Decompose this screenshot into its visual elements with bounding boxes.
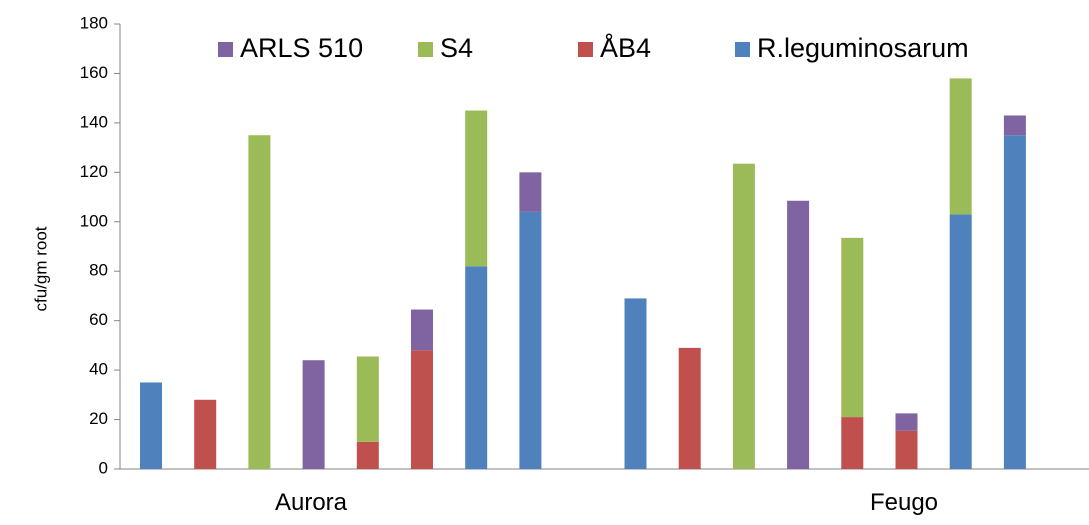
x-axis: Aurora Feugo [120,468,1089,516]
bar-stack [140,382,162,469]
bar-segment-r-leguminosarum [519,211,542,469]
legend-item: ARLS 510 [218,33,363,63]
legend-swatch [578,42,593,57]
bar-segment-arls-510 [895,413,918,431]
bar-segment-r-leguminosarum [624,298,647,469]
bar-segment-arls-510 [787,200,810,469]
bar-stack [519,172,542,469]
bar-stack [1003,115,1026,469]
bar-segment-s4 [465,110,488,267]
y-tick-label: 40 [89,360,108,379]
y-tick-label: 120 [80,162,108,181]
legend-label: ÅB4 [600,32,651,63]
legend-swatch [418,42,433,57]
legend: ARLS 510 S4 ÅB4 R.leguminosarum [218,32,969,63]
bar-stack [356,356,379,469]
bar-segment--b4 [841,417,864,469]
bar-segment-arls-510 [519,172,542,212]
legend-item: R.leguminosarum [735,33,969,63]
bar-stack [841,237,864,469]
bar-segment-r-leguminosarum [949,214,972,469]
bar-segment-r-leguminosarum [140,382,162,469]
y-tick-label: 60 [89,310,108,329]
y-tick-label: 180 [80,13,108,32]
y-tick-label: 160 [80,63,108,82]
bar-stack [411,309,433,469]
y-tick-label: 80 [89,261,108,280]
x-group-label: Aurora [275,489,348,516]
bar-segment--b4 [895,430,918,469]
bar-stack [248,135,271,469]
y-tick-label: 140 [80,112,108,131]
bar-stack [465,110,488,469]
legend-label: S4 [440,33,473,63]
bar-stack [949,78,972,469]
legend-swatch [735,42,750,57]
bar-stack [732,163,755,470]
legend-label: R.leguminosarum [757,33,969,63]
legend-item: ÅB4 [578,32,651,63]
legend-label: ARLS 510 [240,33,363,63]
bar-segment--b4 [411,350,433,469]
bar-stack [787,200,810,469]
y-tick-label: 0 [99,458,108,477]
x-group-label: Feugo [870,489,938,516]
y-axis-title: cfu/gm root [31,226,50,311]
bar-segment-s4 [841,237,864,418]
bar-stack [302,360,325,469]
bar-stack [624,298,647,469]
bar-stack [678,347,701,469]
bar-stack [895,413,918,469]
y-tick-label: 100 [80,211,108,230]
bar-segment-arls-510 [411,309,433,351]
bar-segment--b4 [678,347,701,469]
bars [140,78,1026,470]
bar-segment-s4 [248,135,271,469]
bar-segment-arls-510 [302,360,325,469]
bar-segment-arls-510 [1003,115,1026,136]
y-tick-label: 20 [89,409,108,428]
bar-segment-s4 [949,78,972,215]
legend-swatch [218,42,233,57]
bar-segment-s4 [732,163,755,470]
bar-segment--b4 [356,441,379,469]
y-axis: 0 20 40 60 80 100 120 140 160 180 [80,13,121,477]
bar-segment-r-leguminosarum [1003,135,1026,469]
bar-segment--b4 [194,399,217,469]
bar-segment-r-leguminosarum [465,266,488,469]
legend-item: S4 [418,33,473,63]
bar-stack [194,399,217,469]
bar-segment-s4 [356,356,379,442]
